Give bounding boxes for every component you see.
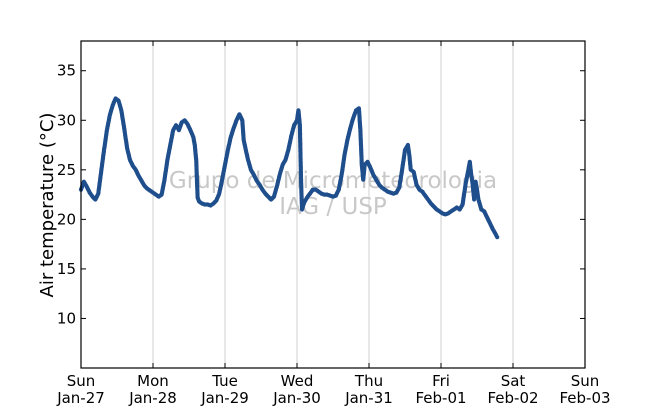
x-tick-label-date: Feb-02 (487, 389, 538, 407)
x-tick-label-day: Thu (354, 372, 383, 390)
y-axis: 10 15 20 25 30 35 (57, 62, 585, 327)
x-tick-label-day: Sun (571, 372, 600, 390)
x-tick-label-day: Tue (211, 372, 238, 390)
x-tick-label-day: Sun (67, 372, 96, 390)
x-tick-label-date: Feb-03 (559, 389, 610, 407)
grid-lines (152, 41, 514, 368)
x-tick-label-date: Feb-01 (415, 389, 466, 407)
y-axis-title: Air temperature (°C) (37, 113, 58, 298)
x-tick-label-date: Jan-27 (56, 389, 105, 407)
y-tick-label: 35 (57, 62, 76, 80)
plot-frame (80, 40, 586, 369)
x-tick-label-day: Fri (432, 372, 450, 390)
y-tick-label: 10 (57, 309, 76, 327)
x-tick-label-day: Wed (281, 372, 314, 390)
x-tick-label-date: Jan-31 (344, 389, 393, 407)
x-tick-label-date: Jan-28 (128, 389, 177, 407)
data-points (78, 96, 500, 240)
x-tick-label-day: Mon (137, 372, 169, 390)
data-point (495, 235, 500, 240)
y-tick-label: 15 (57, 260, 76, 278)
y-tick-label: 30 (57, 111, 76, 129)
y-tick-label: 20 (57, 210, 76, 228)
x-axis: SunJan-27MonJan-28TueJan-29WedJan-30ThuJ… (56, 41, 611, 407)
x-tick-label-date: Jan-30 (272, 389, 321, 407)
x-tick-label-date: Jan-29 (200, 389, 249, 407)
y-tick-label: 25 (57, 161, 76, 179)
x-tick-label-day: Sat (501, 372, 526, 390)
